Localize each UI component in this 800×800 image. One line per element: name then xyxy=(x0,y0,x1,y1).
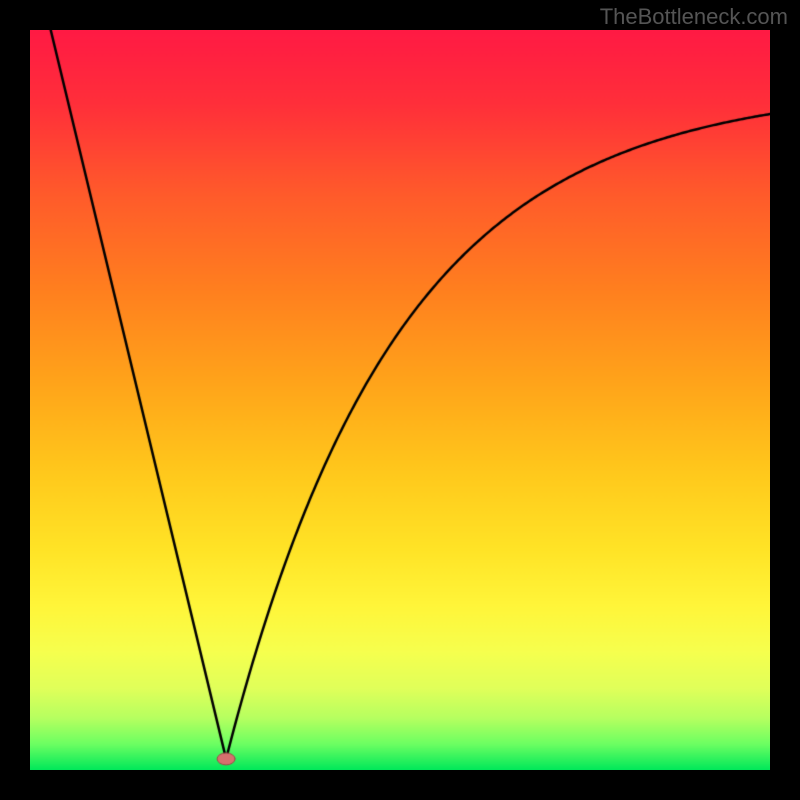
chart-canvas xyxy=(30,30,770,770)
plot-area xyxy=(30,30,770,770)
chart-container: TheBottleneck.com xyxy=(0,0,800,800)
watermark-text: TheBottleneck.com xyxy=(600,4,788,30)
